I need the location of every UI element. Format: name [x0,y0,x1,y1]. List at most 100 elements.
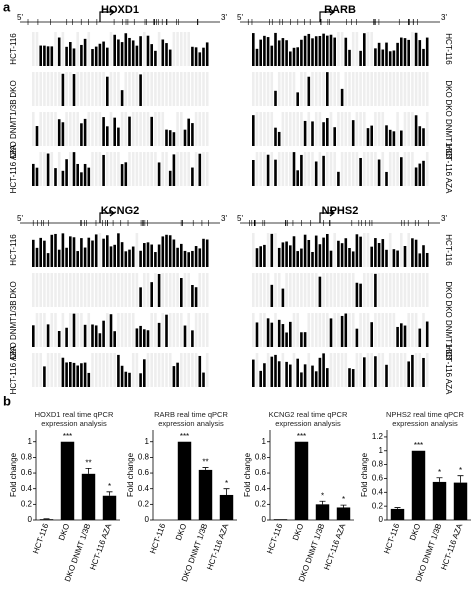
methylated [35,167,39,186]
unmethylated [255,353,259,387]
unmethylated [76,313,79,347]
bar [432,481,447,520]
unmethylated [154,112,157,146]
y-tick-label: 0.4 [21,484,33,493]
unmethylated [176,72,179,106]
unmethylated [307,152,311,186]
unmethylated [289,112,292,146]
methylated [307,76,311,106]
unmethylated [76,32,79,66]
gene-name: RARB [324,4,356,16]
unmethylated [43,112,46,146]
unmethylated [165,353,168,387]
methylated [314,235,318,267]
unmethylated [165,273,168,307]
unmethylated [135,273,139,307]
methylated [400,37,403,66]
unmethylated [425,152,429,186]
unmethylated [407,313,410,347]
bar [273,519,288,520]
unmethylated [337,72,340,106]
unmethylated [425,112,429,146]
error-bar [223,488,230,495]
unmethylated [303,152,307,186]
methylated [311,365,314,387]
methylated [418,163,422,186]
methylated [172,366,176,387]
methylated [414,167,418,186]
methylated [106,76,109,106]
unmethylated [359,72,362,106]
unmethylated [194,152,198,186]
methylated [65,362,68,387]
unmethylated [98,273,102,307]
unmethylated [400,353,403,387]
methylated [314,371,318,387]
unmethylated [348,72,351,106]
methylated [168,170,172,186]
unmethylated [69,112,72,146]
unmethylated [396,72,399,106]
methylated [381,49,385,66]
methylated [146,242,150,267]
methylated [270,322,274,347]
unmethylated [194,112,198,146]
unmethylated [54,313,57,347]
unmethylated [131,72,135,106]
bar [336,507,351,520]
unmethylated [388,233,392,267]
unmethylated [359,313,362,347]
unmethylated [39,152,42,186]
methylated [57,331,61,347]
methylated [252,359,255,387]
error-bar [202,467,209,470]
methylated [322,353,325,387]
methylated [43,240,46,267]
methylated [76,251,79,267]
significance: * [459,466,462,475]
unmethylated [289,273,292,307]
unmethylated [296,273,299,307]
methylated [165,234,168,267]
unmethylated [50,152,54,186]
y-tick-label: 0.2 [21,499,33,508]
tss-arrow [319,8,335,22]
sample-label: HCT-116 AZA [9,345,18,394]
chart-title: NPHS2 real time qPCR expression analysis [386,410,464,428]
strand: 3' [221,13,227,22]
methylated [285,332,288,347]
unmethylated [285,273,288,307]
methylated [400,130,403,146]
x-tick-label: DKO [57,522,71,541]
methylated [255,48,259,66]
methylated [274,127,277,146]
methylated [176,247,179,267]
methylated [277,131,281,146]
unmethylated [355,152,359,186]
unmethylated [139,152,142,186]
unmethylated [143,152,146,186]
y-tick-label: 0.8 [138,453,150,462]
x-tick-label: HCT-116 [31,522,50,555]
unmethylated [205,112,209,146]
unmethylated [32,72,35,106]
unmethylated [80,313,83,347]
unmethylated [91,152,94,186]
unmethylated [154,353,157,387]
unmethylated [318,112,322,146]
methylated [359,157,362,186]
significance: *** [414,441,423,450]
unmethylated [87,32,91,66]
unmethylated [396,112,399,146]
methylated [303,332,307,347]
x-tick-label: HCT-116 AZA [439,522,464,572]
unmethylated [344,273,348,307]
unmethylated [94,152,98,186]
methylated [363,357,366,387]
unmethylated [370,273,373,307]
unmethylated [274,273,277,307]
unmethylated [329,72,333,106]
methylated [65,159,68,186]
unmethylated [344,112,348,146]
unmethylated [191,353,194,387]
